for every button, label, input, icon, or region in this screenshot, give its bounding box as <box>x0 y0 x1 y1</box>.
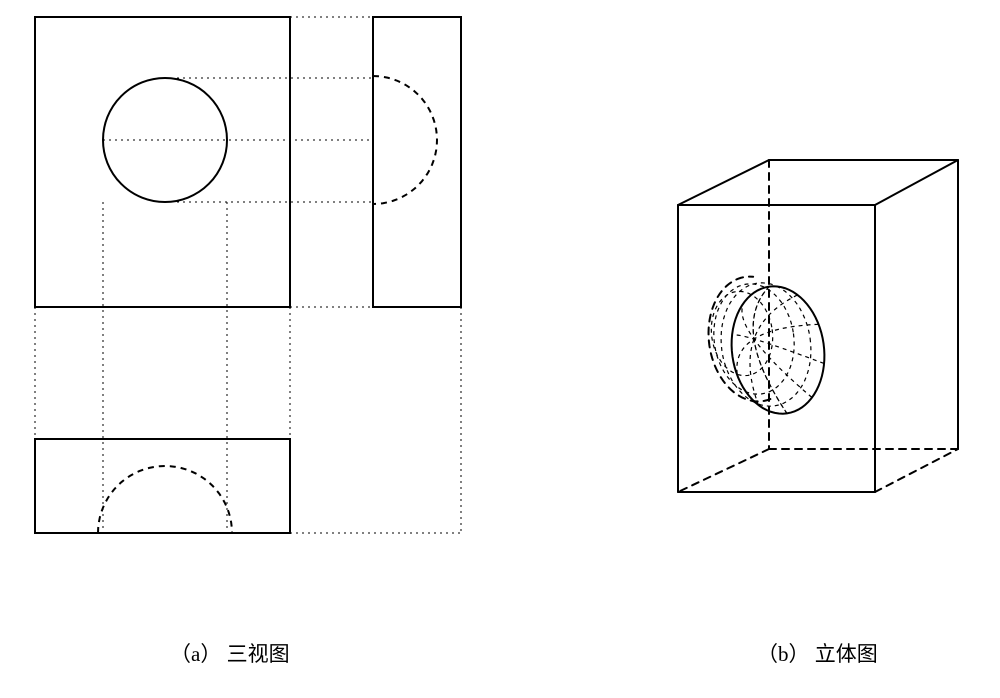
caption-b: （b） 立体图 <box>757 638 878 668</box>
diagram-svg <box>0 0 1000 698</box>
caption-a: （a） 三视图 <box>170 638 290 668</box>
diagram-root: （a） 三视图 （b） 立体图 <box>0 0 1000 698</box>
